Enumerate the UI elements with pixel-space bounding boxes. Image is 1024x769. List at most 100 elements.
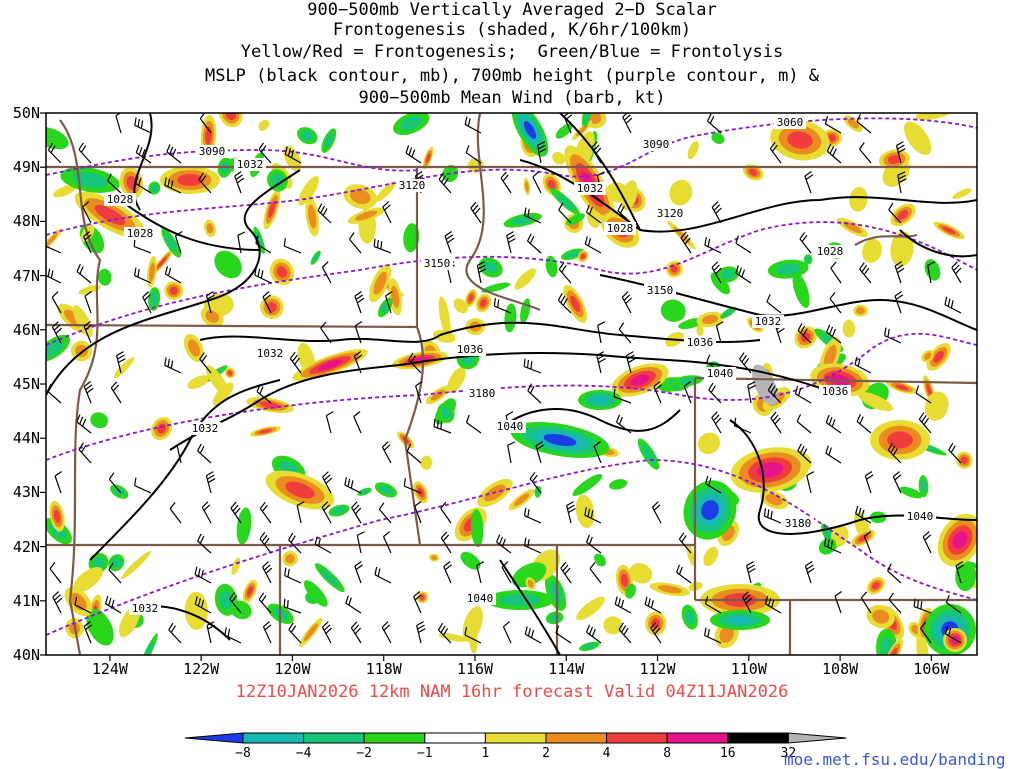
wind-barb xyxy=(524,207,542,224)
height-contour xyxy=(46,332,977,461)
shading-cell xyxy=(641,444,655,464)
height-contour xyxy=(46,459,977,636)
wind-barb xyxy=(353,351,363,374)
shading-cell xyxy=(268,200,276,218)
shading-cell xyxy=(787,131,813,149)
wind-barb xyxy=(288,622,302,644)
colorbar-label: 2 xyxy=(542,746,550,761)
shading-cell xyxy=(150,184,158,193)
wind-barb xyxy=(558,202,572,224)
longitude-label: 118W xyxy=(365,660,402,678)
colorbar-label: 8 xyxy=(663,746,672,761)
wind-barb xyxy=(617,203,632,224)
shading-cell xyxy=(719,626,734,643)
wind-barb xyxy=(683,381,692,404)
longitude-label: 116W xyxy=(456,660,494,678)
wind-barb xyxy=(585,534,602,554)
wind-barb xyxy=(507,441,516,464)
shading-cell xyxy=(887,431,913,449)
wind-barb xyxy=(433,418,452,434)
shading-cell xyxy=(580,253,586,259)
wind-barb xyxy=(443,561,452,584)
shading-cell xyxy=(899,486,923,499)
wind-barb xyxy=(414,501,422,524)
shading-cell xyxy=(431,555,438,561)
wind-barb xyxy=(256,384,272,404)
wind-barb xyxy=(894,291,904,314)
shading-cell xyxy=(350,189,371,205)
colorbar-label: −2 xyxy=(356,746,373,761)
shading-cell xyxy=(576,596,605,621)
shading-cell xyxy=(678,377,697,385)
shading-cell xyxy=(862,239,883,263)
wind-barb xyxy=(353,411,362,434)
shading-cell xyxy=(303,623,318,642)
shading-cell xyxy=(608,479,628,490)
wind-barb xyxy=(259,501,272,524)
mslp-contour-label: 1036 xyxy=(822,385,849,398)
wind-barb xyxy=(856,414,872,434)
wind-barb xyxy=(597,321,606,344)
mslp-contour xyxy=(169,352,841,451)
frontogenesis-shading xyxy=(46,113,977,655)
shading-cell xyxy=(46,233,58,248)
wind-barb xyxy=(894,261,905,284)
shading-cell xyxy=(499,594,541,606)
wind-barb xyxy=(955,561,965,584)
longitude-label: 110W xyxy=(730,660,767,678)
wind-barb xyxy=(51,291,62,314)
wind-barb xyxy=(797,323,812,344)
shading-cell xyxy=(513,493,530,507)
shading-cell xyxy=(246,586,253,597)
shading-cell xyxy=(923,352,932,360)
wind-barb xyxy=(354,291,365,314)
shading-cell xyxy=(512,562,547,588)
wind-barb xyxy=(74,596,92,614)
wind-barb xyxy=(78,442,92,464)
shading-cell xyxy=(603,616,623,635)
shading-cell xyxy=(805,256,811,263)
shading-cell xyxy=(583,643,596,650)
wind-barb xyxy=(888,202,902,224)
shading-cell xyxy=(872,609,890,624)
longitude-label: 108W xyxy=(822,660,859,678)
wind-barbs xyxy=(46,113,965,644)
wind-barb xyxy=(806,471,815,494)
wind-barb xyxy=(591,141,602,164)
shading-cell xyxy=(214,250,242,279)
mslp-contour-label: 1036 xyxy=(687,336,714,349)
mslp-contour-label: 1040 xyxy=(467,592,494,605)
wind-barb xyxy=(416,621,426,644)
shading-cell xyxy=(225,113,236,121)
wind-barb xyxy=(741,591,753,614)
shading-cell xyxy=(583,113,590,123)
wind-barb xyxy=(560,561,572,584)
shading-cell xyxy=(438,633,468,642)
shading-cell xyxy=(830,524,849,547)
shading-cell xyxy=(219,590,233,610)
wind-barb xyxy=(134,477,152,494)
wind-barb xyxy=(373,238,392,254)
wind-barb xyxy=(618,322,632,344)
wind-barb xyxy=(613,388,632,404)
latitude-label: 50N xyxy=(12,104,40,122)
shading-cell xyxy=(453,298,468,314)
shading-cell xyxy=(276,266,288,278)
wind-barb xyxy=(555,625,572,644)
wind-barb xyxy=(350,621,362,644)
shading-cell xyxy=(419,594,425,600)
credit-url[interactable]: moe.met.fsu.edu/banding xyxy=(784,750,1006,769)
wind-barb xyxy=(711,411,722,434)
shading-cell xyxy=(703,546,719,567)
wind-barb xyxy=(135,175,152,194)
wind-barb xyxy=(892,471,902,494)
shading-cell xyxy=(375,181,396,202)
wind-barb xyxy=(325,411,334,434)
wind-barb xyxy=(134,117,152,134)
wind-barb xyxy=(796,413,812,434)
shading-cell xyxy=(285,554,295,564)
mslp-contour-label: 1032 xyxy=(755,315,782,328)
mslp-contour xyxy=(499,408,681,432)
wind-barb xyxy=(255,235,272,254)
shading-cell xyxy=(625,583,636,599)
